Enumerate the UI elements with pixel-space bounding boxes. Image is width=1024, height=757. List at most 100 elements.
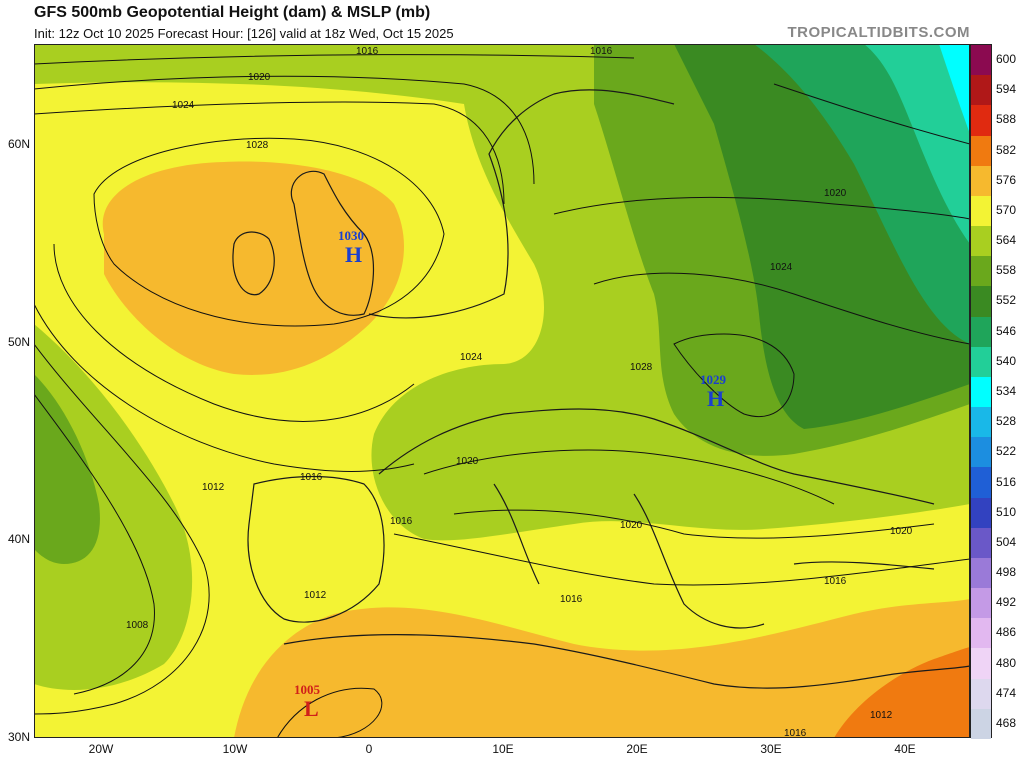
colorbar-label: 546: [996, 323, 1017, 338]
colorbar-segment: [971, 437, 991, 468]
lon-label-0: 0: [365, 742, 373, 756]
colorbar-segment: [971, 135, 991, 167]
pressure-center-high-east: 1029 H: [700, 372, 727, 411]
isobar-label: 1020: [824, 188, 847, 199]
coastlines: [232, 89, 970, 689]
colorbar-segment: [971, 497, 991, 529]
isobar-label: 1016: [300, 472, 323, 483]
colorbar-segment: [971, 407, 991, 438]
lat-label-60n: 60N: [7, 137, 30, 151]
colorbar-segment: [971, 105, 991, 137]
colorbar-label: 558: [996, 263, 1017, 278]
lon-label-40e: 40E: [894, 742, 916, 756]
colorbar-segment: [971, 165, 991, 197]
colorbar-segment: [971, 346, 991, 378]
colorbar-segment: [971, 708, 991, 740]
map-subtitle: Init: 12z Oct 10 2025 Forecast Hour: [12…: [34, 26, 454, 41]
colorbar-segment: [971, 226, 991, 257]
height-band-540-east: [864, 44, 970, 244]
colorbar-label: 582: [996, 142, 1017, 157]
colorbar-label: 504: [996, 534, 1017, 549]
isobar-label: 1016: [824, 576, 847, 587]
colorbar-label: 576: [996, 172, 1017, 187]
map-title: GFS 500mb Geopotential Height (dam) & MS…: [34, 4, 431, 21]
pressure-center-symbol: H: [345, 242, 362, 267]
lat-label-50n: 50N: [7, 335, 30, 349]
lon-label-10e: 10E: [492, 742, 514, 756]
colorbar-segment: [971, 467, 991, 499]
height-band-558-west: [34, 374, 100, 564]
isobar-label: 1016: [560, 594, 583, 605]
isobar-label: 1016: [356, 46, 379, 57]
pressure-center-high-uk: 1030 H: [338, 228, 364, 267]
lon-label-20e: 20E: [626, 742, 648, 756]
colorbar-label: 492: [996, 595, 1017, 610]
lon-label-30e: 30E: [760, 742, 782, 756]
lat-label-40n: 40N: [7, 532, 30, 546]
colorbar-label: 522: [996, 444, 1017, 459]
isobar-labels: 1016 1020 1024 1028 1012 1008 1016 1020 …: [126, 46, 913, 738]
colorbar-segment: [971, 45, 991, 76]
colorbar-label: 474: [996, 685, 1017, 700]
colorbar-segment: [971, 195, 991, 227]
colorbar-label: 588: [996, 112, 1017, 127]
forecast-map: 1016 1020 1024 1028 1012 1008 1016 1020 …: [34, 44, 970, 738]
pressure-center-low-africa: 1005 L: [294, 682, 321, 721]
colorbar-label: 570: [996, 202, 1017, 217]
height-band-534-east: [939, 44, 970, 134]
colorbar-label: 594: [996, 82, 1017, 97]
pressure-center-value: 1005: [294, 682, 321, 697]
brand-logo-text: TROPICALTIDBITS.COM: [787, 24, 970, 41]
pressure-center-symbol: H: [707, 386, 724, 411]
lat-label-30n: 30N: [7, 730, 30, 744]
isobar-label: 1024: [770, 262, 793, 273]
isobar-label: 1020: [620, 520, 643, 531]
isobar-label: 1016: [590, 46, 613, 57]
colorbar-segment: [971, 648, 991, 680]
colorbar-segment: [971, 286, 991, 318]
lon-label-10w: 10W: [222, 742, 248, 756]
isobar-label: 1020: [890, 526, 913, 537]
isobar-label: 1016: [390, 516, 413, 527]
colorbar-label: 468: [996, 715, 1017, 730]
isobars: [34, 54, 970, 738]
colorbar-label: 600: [996, 52, 1017, 67]
colorbar-segment: [971, 316, 991, 348]
isobar-label: 1024: [172, 100, 195, 111]
colorbar-label: 540: [996, 353, 1017, 368]
isobar-label: 1012: [870, 710, 893, 721]
colorbar-segment: [971, 618, 991, 649]
colorbar: [970, 44, 992, 740]
colorbar-label: 516: [996, 474, 1017, 489]
isobar-label: 1008: [126, 620, 149, 631]
isobar-label: 1012: [304, 590, 327, 601]
height-band-576-ridge: [102, 161, 405, 375]
pressure-center-value: 1029: [700, 372, 727, 387]
isobar-label: 1020: [248, 72, 271, 83]
colorbar-segment: [971, 376, 991, 408]
pressure-center-symbol: L: [304, 696, 319, 721]
colorbar-label: 528: [996, 414, 1017, 429]
colorbar-segment: [971, 588, 991, 619]
colorbar-label: 564: [996, 233, 1017, 248]
pressure-center-value: 1030: [338, 228, 364, 243]
colorbar-label: 534: [996, 384, 1017, 398]
colorbar-segment: [971, 527, 991, 559]
colorbar-label: 552: [996, 293, 1017, 308]
colorbar-segment: [971, 557, 991, 589]
colorbar-segment: [971, 678, 991, 710]
isobar-label: 1012: [202, 482, 225, 493]
lon-label-20w: 20W: [88, 742, 114, 756]
isobar-label: 1016: [784, 728, 807, 738]
colorbar-segment: [971, 75, 991, 106]
isobar-label: 1028: [630, 362, 653, 373]
isobar-label: 1028: [246, 140, 269, 151]
colorbar-label: 510: [996, 504, 1017, 519]
colorbar-label: 486: [996, 625, 1017, 640]
height-band-576-south: [234, 599, 970, 738]
isobar-label: 1024: [460, 352, 483, 363]
colorbar-label: 480: [996, 655, 1017, 670]
colorbar-label: 498: [996, 565, 1017, 580]
colorbar-segment: [971, 256, 991, 287]
isobar-label: 1020: [456, 456, 479, 467]
